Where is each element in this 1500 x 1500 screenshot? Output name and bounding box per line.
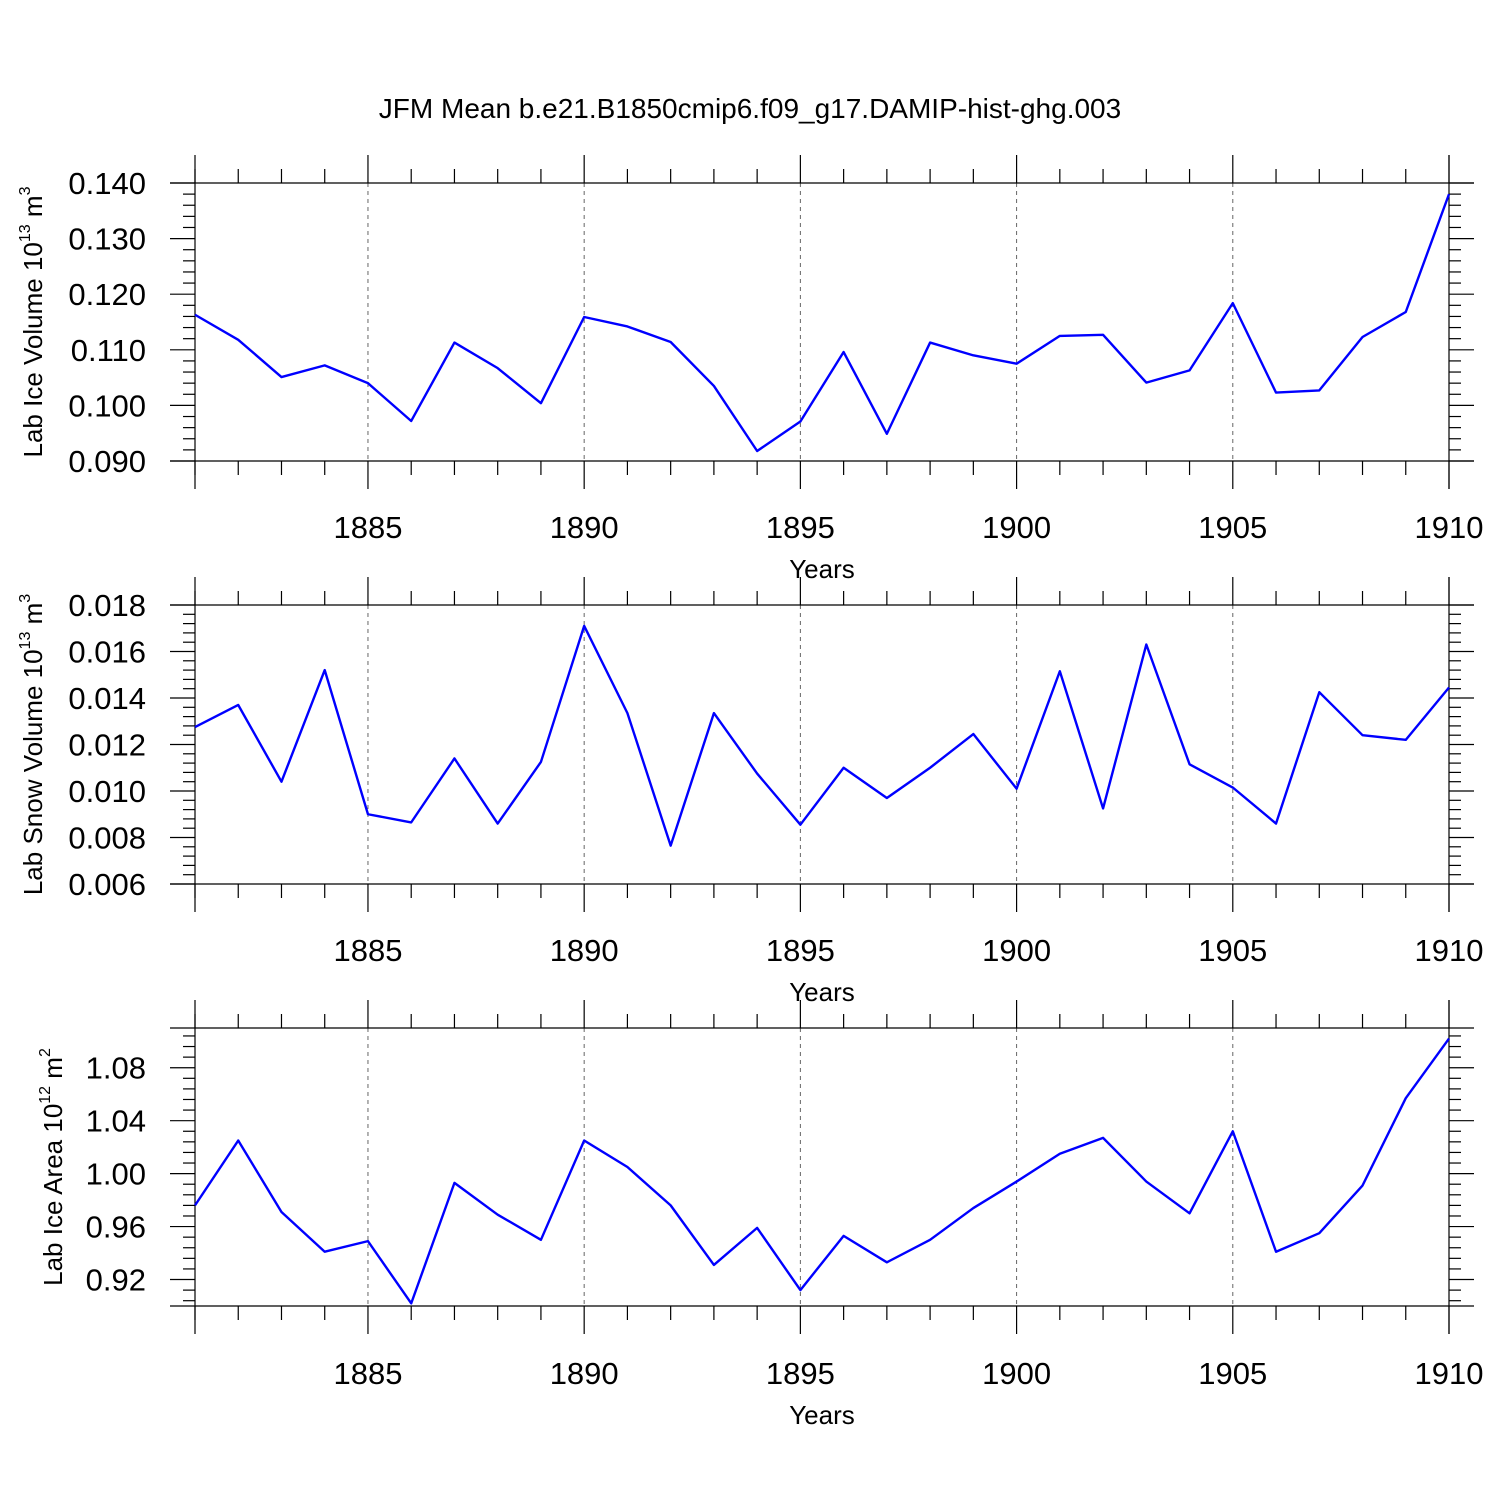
- y-tick-label-0.008: 0.008: [68, 821, 146, 856]
- x-tick-label-1895: 1895: [766, 510, 835, 545]
- y-tick-label-0.016: 0.016: [68, 635, 146, 670]
- x-axis-title: Years: [789, 1400, 855, 1430]
- y-axis-title-unit-exponent: 3: [17, 594, 34, 603]
- y-tick-label-0.110: 0.110: [71, 333, 146, 368]
- y-tick-label-0.014: 0.014: [68, 681, 146, 716]
- y-axis-title-main: Lab Ice Area 10: [38, 1104, 68, 1286]
- x-tick-label-1890: 1890: [550, 1356, 619, 1391]
- y-axis-title-exponent: 12: [37, 1086, 54, 1104]
- y-axis-title-unit-exponent: 2: [37, 1048, 54, 1057]
- y-tick-label-0.130: 0.130: [68, 222, 146, 257]
- x-tick-label-1885: 1885: [333, 1356, 402, 1391]
- y-tick-label-0.012: 0.012: [68, 728, 146, 763]
- y-axis-title-unit-exponent: 3: [17, 186, 34, 195]
- x-tick-label-1885: 1885: [333, 510, 402, 545]
- y-tick-label-0.100: 0.100: [68, 388, 146, 423]
- y-axis-title-unit: m: [18, 603, 48, 632]
- x-tick-label-1905: 1905: [1198, 510, 1267, 545]
- x-tick-label-1895: 1895: [766, 933, 835, 968]
- x-axis-title: Years: [789, 554, 855, 584]
- y-axis-title: Lab Ice Volume 1013 m3: [17, 186, 48, 457]
- y-tick-label-1.04: 1.04: [86, 1104, 146, 1139]
- y-tick-label-0.010: 0.010: [68, 774, 146, 809]
- y-tick-label-0.140: 0.140: [68, 166, 146, 201]
- x-tick-label-1890: 1890: [550, 933, 619, 968]
- y-axis-title-exponent: 13: [17, 632, 34, 650]
- x-tick-label-1910: 1910: [1415, 1356, 1484, 1391]
- series-line-1: [194, 193, 1451, 453]
- y-tick-label-1.08: 1.08: [86, 1051, 146, 1086]
- panels: 1885 1890 1895 1900 1905 1910 0.090 0.100 0.110 0…: [17, 155, 1483, 1430]
- x-tick-label-1900: 1900: [982, 933, 1051, 968]
- y-axis-title-unit: m: [38, 1057, 68, 1086]
- x-tick-label-1910: 1910: [1415, 933, 1484, 968]
- y-tick-label-0.090: 0.090: [68, 444, 146, 479]
- y-tick-label-0.006: 0.006: [68, 867, 146, 902]
- y-axis-title-unit: m: [18, 195, 48, 224]
- x-tick-label-1895: 1895: [766, 1356, 835, 1391]
- y-tick-label-0.92: 0.92: [86, 1263, 146, 1298]
- y-tick-label-1.00: 1.00: [86, 1157, 146, 1192]
- x-tick-label-1910: 1910: [1415, 510, 1484, 545]
- x-axis-title: Years: [789, 977, 855, 1007]
- y-axis-title-exponent: 13: [17, 224, 34, 242]
- x-tick-label-1890: 1890: [550, 510, 619, 545]
- figure-title: JFM Mean b.e21.B1850cmip6.f09_g17.DAMIP-…: [379, 93, 1121, 124]
- panel-3: 1885 1890 1895 1900 1905 1910 0.92 0.96 1.00 1.04…: [37, 1000, 1483, 1430]
- series-line-1: [194, 1037, 1450, 1305]
- x-tick-label-1905: 1905: [1198, 1356, 1267, 1391]
- y-axis-title: Lab Snow Volume 1013 m3: [17, 594, 48, 895]
- panel-2: 1885 1890 1895 1900 1905 1910 0.006 0.008 0.010 0…: [17, 577, 1483, 1007]
- x-tick-label-1905: 1905: [1198, 933, 1267, 968]
- x-tick-label-1900: 1900: [982, 510, 1051, 545]
- panel-1: 1885 1890 1895 1900 1905 1910 0.090 0.100 0.110 0…: [17, 155, 1483, 584]
- y-tick-label-0.120: 0.120: [68, 277, 146, 312]
- y-axis-title-main: Lab Snow Volume 10: [18, 649, 48, 895]
- y-axis-title: Lab Ice Area 1012 m2: [37, 1048, 68, 1286]
- y-axis-title-main: Lab Ice Volume 10: [18, 242, 48, 457]
- x-tick-label-1885: 1885: [333, 933, 402, 968]
- y-tick-label-0.96: 0.96: [86, 1210, 146, 1245]
- y-tick-label-0.018: 0.018: [68, 588, 146, 623]
- series-line-1: [194, 624, 1450, 847]
- x-tick-label-1900: 1900: [982, 1356, 1051, 1391]
